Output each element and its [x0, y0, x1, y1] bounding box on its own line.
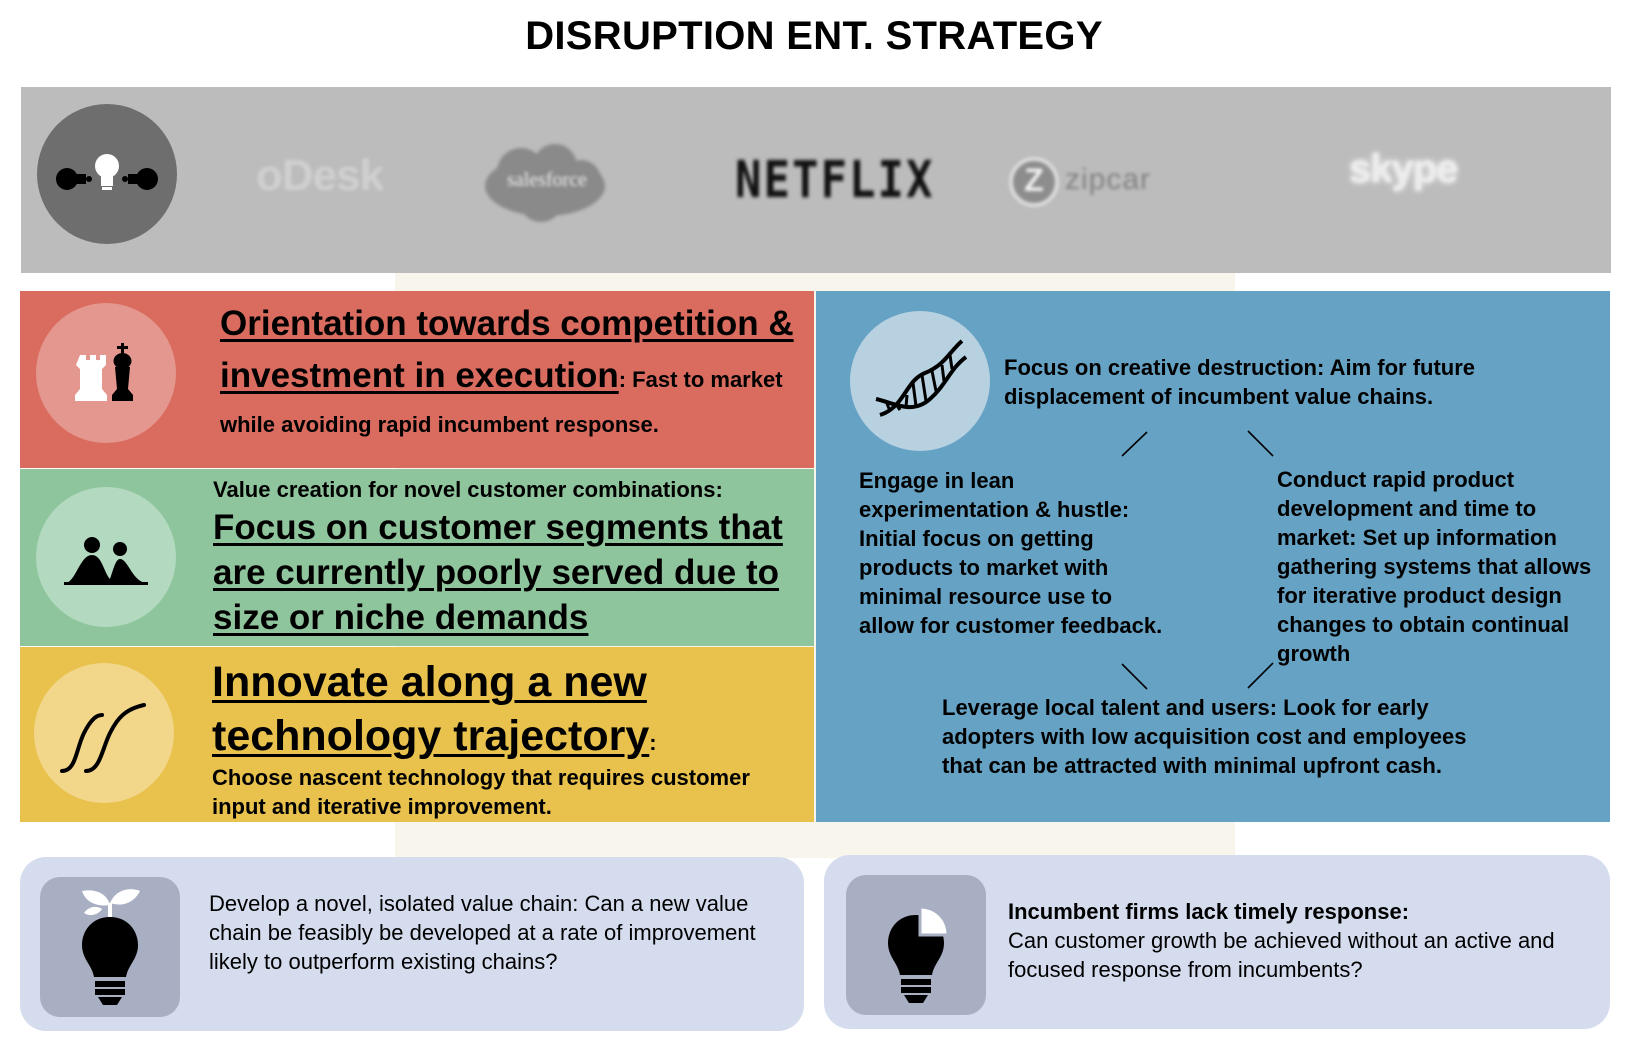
competition-detail: : Fast to market while avoiding rapid in… — [220, 367, 783, 437]
zipcar-logo: zipcar — [1065, 163, 1152, 196]
panel-customer-segments: Value creation for novel customer combin… — [20, 469, 814, 646]
panel-competition: Orientation towards competition & invest… — [20, 291, 814, 468]
value-chain-box: Develop a novel, isolated value chain: C… — [20, 857, 804, 1031]
panel-technology: Innovate along a new technology trajecto… — [20, 647, 814, 822]
salesforce-logo: salesforce — [507, 169, 587, 191]
cycle-connector-lines — [1121, 430, 1274, 690]
zipcar-mark: Z — [1009, 157, 1059, 207]
competition-text: Orientation towards competition & invest… — [220, 301, 800, 450]
skype-logo: skype — [1349, 147, 1458, 191]
pie-bulb-icon — [846, 875, 986, 1015]
local-talent-text: Leverage local talent and users: Look fo… — [942, 695, 1467, 778]
incumbent-response-text: Incumbent firms lack timely response: Ca… — [1008, 897, 1588, 984]
salesforce-cloud-icon — [485, 144, 605, 222]
technology-colon: : — [649, 730, 657, 755]
competition-icon — [37, 104, 177, 244]
dna-icon — [850, 311, 990, 451]
zipcar-mark-letter: Z — [1024, 162, 1044, 198]
rapid-development-text: Conduct rapid product development and ti… — [1277, 467, 1592, 666]
sprout-bulb-icon — [40, 877, 180, 1017]
lean-experimentation-text: Engage in lean experimentation & hustle:… — [859, 468, 1163, 638]
competition-heading: Orientation towards competition & invest… — [220, 304, 794, 395]
incumbent-response-title: Incumbent firms lack timely response: — [1008, 899, 1410, 924]
logo-band: oDesk salesforce NETFLIX Z zipcar skype — [21, 87, 1611, 273]
page-title: DISRUPTION ENT. STRATEGY — [525, 14, 1103, 58]
netflix-logo: NETFLIX — [735, 151, 935, 210]
panel-creative-destruction: Focus on creative destruction: Aim for f… — [816, 291, 1610, 822]
odesk-logo: oDesk — [256, 151, 384, 200]
incumbent-response-box: Incumbent firms lack timely response: Ca… — [824, 855, 1610, 1029]
creative-destruction-text: Focus on creative destruction: Aim for f… — [1004, 355, 1476, 409]
people-icon — [36, 487, 176, 627]
s-curve-icon — [34, 663, 174, 803]
technology-detail: Choose nascent technology that requires … — [212, 765, 750, 819]
chess-icon — [36, 303, 176, 443]
incumbent-response-detail: Can customer growth be achieved without … — [1008, 928, 1555, 982]
customer-segments-heading: Focus on customer segments that are curr… — [213, 508, 783, 637]
customer-segments-lead: Value creation for novel customer combin… — [213, 477, 723, 502]
value-chain-text: Develop a novel, isolated value chain: C… — [209, 891, 756, 974]
customer-segments-text: Value creation for novel customer combin… — [213, 475, 803, 640]
technology-heading: Innovate along a new technology trajecto… — [212, 658, 650, 760]
technology-text: Innovate along a new technology trajecto… — [212, 655, 802, 821]
